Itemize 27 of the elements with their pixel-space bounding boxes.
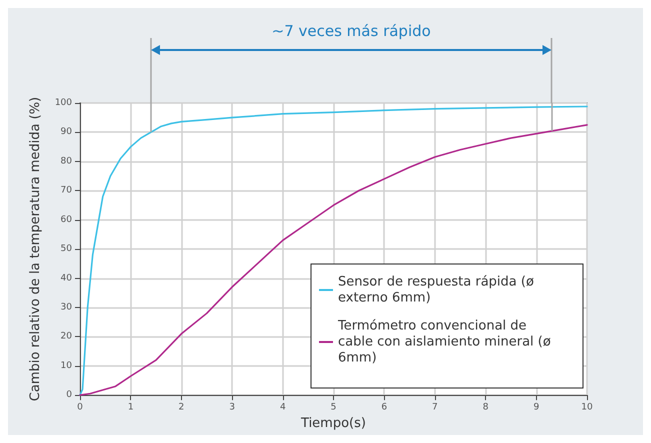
x-tick-label: 10 (581, 402, 593, 413)
x-tick-label: 1 (128, 402, 134, 413)
y-tick-label: 60 (60, 214, 72, 225)
x-tick-label: 7 (432, 402, 438, 413)
y-axis-title: Cambio relativo de la temperatura medida (%) (28, 96, 43, 402)
x-tick-label: 8 (482, 402, 489, 413)
x-tick-label: 0 (77, 402, 84, 413)
x-tick-label: 4 (280, 402, 286, 413)
y-tick-label: 30 (60, 302, 72, 312)
x-axis-title: Tiempo(s) (300, 416, 366, 431)
y-tick-label: 10 (60, 360, 72, 371)
y-tick-label: 50 (60, 244, 72, 254)
y-tick-label: 80 (60, 156, 72, 166)
x-tick-label: 2 (178, 402, 184, 413)
y-tick-label: 100 (54, 98, 72, 108)
x-tick-label: 5 (330, 402, 336, 413)
y-tick-label: 20 (60, 332, 72, 342)
legend-label: Sensor de respuesta rápida (ø externo 6mm) (338, 274, 538, 306)
y-tick-label: 90 (60, 127, 72, 138)
y-tick-label: 0 (66, 390, 72, 400)
x-tick-label: 3 (229, 402, 235, 413)
legend-label: Termómetro convencional de cable con aislamiento mineral (ø 6mm) (337, 318, 555, 366)
text: ~7 veces más rápido (272, 22, 431, 40)
y-tick-label: 70 (60, 186, 72, 196)
x-tick-label: 9 (533, 402, 540, 413)
y-tick-label: 40 (60, 273, 72, 284)
x-tick-label: 6 (381, 402, 388, 413)
